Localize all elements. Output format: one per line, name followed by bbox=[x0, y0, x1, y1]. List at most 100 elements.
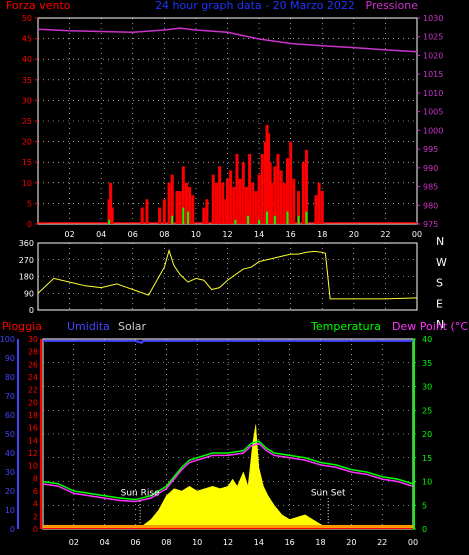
temp-y-tick-label: 0 bbox=[422, 525, 427, 534]
direction-y-tick-label: 0 bbox=[29, 306, 34, 315]
wind-gust-bar bbox=[140, 207, 144, 224]
wind-gust-bar bbox=[241, 162, 245, 224]
wind-gust-bar bbox=[260, 153, 264, 224]
temp-x-tick-label: 18 bbox=[315, 538, 325, 547]
wind-y-tick-label: 40 bbox=[22, 55, 32, 64]
rain-y-tick-label: 22 bbox=[28, 386, 38, 395]
wind-gust-bar bbox=[109, 182, 113, 224]
humidity-y-tick-label: 0 bbox=[10, 525, 15, 534]
wind-gust-bar bbox=[270, 182, 274, 224]
dewpoint-axis-title: Dew Point (°C) bbox=[392, 320, 469, 333]
pressure-y-tick-label: 1010 bbox=[423, 89, 443, 98]
wind-x-tick-label: 12 bbox=[222, 230, 232, 239]
wind-x-tick-label: 20 bbox=[349, 230, 359, 239]
wind-gust-bar bbox=[263, 141, 267, 224]
wind-pressure-panel: 02 04 06 08 10 12 14 16 18 20 22 000510152025303540… bbox=[22, 14, 444, 239]
rain-y-tick-label: 26 bbox=[28, 360, 38, 369]
humidity-y-tick-label: 10 bbox=[5, 506, 15, 515]
pressure-y-tick-label: 1020 bbox=[423, 51, 443, 60]
rain-y-tick-label: 20 bbox=[28, 398, 38, 407]
pressure-y-tick-label: 985 bbox=[423, 183, 438, 192]
wind-gust-bar bbox=[254, 191, 258, 224]
wind-gust-bar bbox=[292, 178, 296, 224]
wind-gust-bar bbox=[178, 191, 182, 224]
wind-gust-bar bbox=[267, 133, 271, 224]
wind-avg-bar bbox=[171, 215, 174, 224]
temp-y-tick-label: 20 bbox=[422, 430, 432, 439]
rain-y-tick-label: 18 bbox=[28, 411, 38, 420]
wind-gust-bar bbox=[276, 153, 280, 224]
wind-avg-bar bbox=[234, 219, 237, 224]
temp-x-tick-label: 00 bbox=[408, 538, 418, 547]
temp-y-tick-label: 25 bbox=[422, 406, 432, 415]
wind-x-tick-label: 02 bbox=[64, 230, 74, 239]
wind-gust-bar bbox=[286, 158, 290, 224]
wind-gust-bar bbox=[273, 166, 277, 224]
wind-gust-bar bbox=[297, 191, 301, 224]
solar-area bbox=[139, 424, 329, 530]
wind-gust-bar bbox=[184, 182, 188, 224]
temp-y-tick-label: 35 bbox=[422, 359, 432, 368]
temp-y-tick-label: 10 bbox=[422, 478, 432, 487]
wind-gust-bar bbox=[238, 178, 242, 224]
pressure-y-tick-label: 1025 bbox=[423, 33, 443, 42]
wind-gust-bar bbox=[211, 174, 215, 224]
chart-title: 24 hour graph data - 20 Marzo 2022 bbox=[155, 0, 355, 12]
humidity-y-tick-label: 20 bbox=[5, 487, 15, 496]
wind-gust-bar bbox=[282, 182, 286, 224]
rain-baseline-band bbox=[43, 525, 413, 528]
temp-y-tick-label: 40 bbox=[422, 335, 432, 344]
wind-x-tick-label: 04 bbox=[96, 230, 106, 239]
rain-y-tick-label: 2 bbox=[33, 512, 38, 521]
wind-x-tick-label: 14 bbox=[254, 230, 264, 239]
wind-avg-bar bbox=[286, 211, 289, 224]
wind-avg-bar bbox=[108, 219, 111, 224]
wind-gust-bar bbox=[181, 166, 185, 224]
temperature-line bbox=[42, 440, 414, 501]
direction-y-tick-label: 360 bbox=[19, 239, 34, 248]
wind-avg-bar bbox=[258, 219, 261, 224]
wind-gust-bar bbox=[229, 170, 233, 224]
wind-y-tick-label: 30 bbox=[22, 96, 32, 105]
dewpoint-line bbox=[42, 442, 414, 503]
wind-y-tick-label: 50 bbox=[22, 14, 32, 23]
temp-x-tick-label: 04 bbox=[100, 538, 110, 547]
wind-avg-bar bbox=[305, 211, 308, 224]
rain-axis-title: Pioggia bbox=[2, 320, 42, 333]
temp-x-tick-label: 02 bbox=[69, 538, 79, 547]
direction-line bbox=[37, 248, 418, 300]
direction-compass-label: E bbox=[436, 297, 443, 310]
sun-set-label: Sun Set bbox=[311, 489, 346, 499]
rain-y-tick-label: 8 bbox=[33, 474, 38, 483]
humidity-axis-title: Umidita bbox=[67, 320, 110, 333]
wind-avg-bar bbox=[187, 211, 190, 224]
wind-x-tick-label: 10 bbox=[191, 230, 201, 239]
pressure-line bbox=[37, 27, 418, 53]
wind-x-tick-label: 22 bbox=[380, 230, 390, 239]
wind-y-tick-label: 0 bbox=[27, 220, 32, 229]
humidity-y-tick-label: 80 bbox=[5, 373, 15, 382]
rain-y-tick-label: 10 bbox=[28, 462, 38, 471]
temperature-axis-title: Temperatura bbox=[310, 320, 381, 333]
humidity-y-tick-label: 60 bbox=[5, 411, 15, 420]
wind-gust-bar bbox=[175, 191, 179, 224]
rain-y-tick-label: 30 bbox=[28, 335, 38, 344]
pressure-y-tick-label: 995 bbox=[423, 145, 438, 154]
wind-gust-bar bbox=[320, 191, 324, 224]
wind-avg-bar bbox=[273, 215, 276, 224]
wind-avg-bar bbox=[182, 207, 185, 224]
humidity-line bbox=[43, 339, 413, 344]
wind-gust-bar bbox=[304, 149, 308, 224]
pressure-y-tick-label: 1005 bbox=[423, 108, 443, 117]
temp-x-tick-label: 06 bbox=[130, 538, 140, 547]
wind-gust-bar bbox=[188, 186, 192, 224]
pressure-y-tick-label: 1030 bbox=[423, 14, 443, 23]
wind-avg-bar bbox=[297, 215, 300, 224]
wind-gust-bar bbox=[224, 199, 228, 224]
temp-x-tick-label: 12 bbox=[223, 538, 233, 547]
wind-x-tick-label: 18 bbox=[317, 230, 327, 239]
temp-x-tick-label: 10 bbox=[192, 538, 202, 547]
rain-y-tick-label: 0 bbox=[33, 525, 38, 534]
